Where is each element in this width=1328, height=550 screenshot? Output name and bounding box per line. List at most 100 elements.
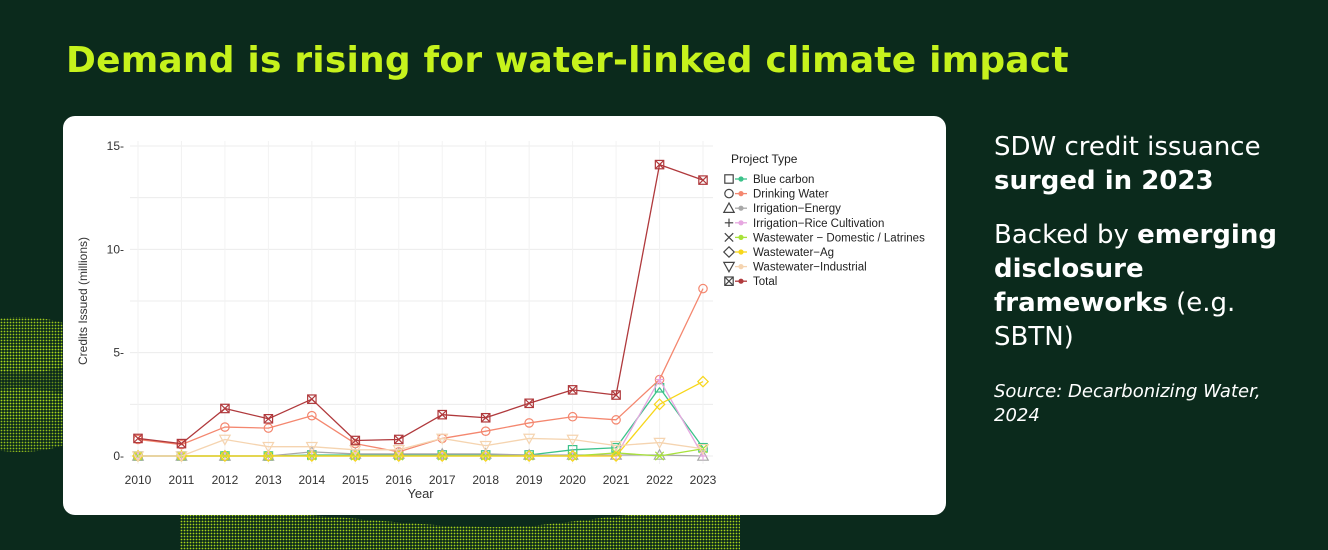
data-point-total [611,390,621,400]
legend-swatch-dot-wastewater-domestic-latrines [738,234,744,240]
legend-marker-wastewater-industrial-shape [722,261,736,274]
data-point-wastewater-ag [218,449,231,463]
data-point-total-shape [263,414,274,424]
legend-marker-wastewater-domestic-latrines [724,232,734,243]
data-point-wastewater-ag-shape [479,449,492,463]
data-point-total-shape [220,403,230,414]
data-point-irrigation-energy-shape [653,448,666,460]
legend-marker-drinking-water-shape [724,188,734,199]
data-point-wastewater-industrial-shape [131,451,145,463]
data-point-drinking-water [698,283,708,294]
legend-label-wastewater-industrial: Wastewater−Industrial [753,262,867,274]
chart-card: 0- 5- 10- 15- 2010 2011 2012 2013 2014 2015 2016 20… [63,116,946,515]
data-point-wastewater-ag-shape [305,449,318,463]
data-point-drinking-water [524,418,534,428]
data-point-total-shape [133,433,143,444]
data-point-total [524,398,534,409]
x-tick-label: 2015 [342,473,369,487]
legend-marker-wastewater-ag-shape [722,245,736,259]
y-tick-label: 10- [107,242,124,256]
data-point-drinking-water-shape [611,415,621,425]
legend-marker-drinking-water [724,188,734,199]
x-tick-label: 2013 [255,473,282,487]
x-tick-label: 2011 [169,473,195,487]
data-point-wastewater-industrial-shape [175,451,188,463]
legend-swatch-dot-irrigation-energy [738,205,744,211]
data-point-wastewater-ag-shape [523,449,536,463]
data-point-wastewater-ag-shape [566,449,579,463]
legend-marker-irrigation-energy [722,201,736,214]
data-point-wastewater-ag [349,449,362,463]
data-point-total-shape [307,394,317,404]
data-point-wastewater-ag [392,449,405,463]
data-point-wastewater-industrial-shape [436,433,449,445]
data-point-wastewater-industrial-shape [392,445,405,457]
series-line-wastewater-industrial [138,437,704,457]
x-tick-label: 2019 [516,473,543,487]
legend-marker-wastewater-ag [722,245,736,259]
legend-label-wastewater-domestic-latrines: Wastewater − Domestic / Latrines [753,232,925,244]
data-point-wastewater-domestic-latrines-shape [654,451,665,461]
highlight-text-1-bold: surged in 2023 [994,166,1214,196]
data-point-total-shape [524,398,534,408]
highlight-text-2: Backed by emerging disclosure frameworks… [994,218,1294,354]
x-tick-label: 2012 [212,473,239,487]
highlight-text-2-bold: emerging disclosure frameworks [994,220,1277,318]
legend-label-blue-carbon: Blue carbon [753,174,814,186]
data-point-total [220,403,230,414]
data-point-wastewater-industrial [653,437,666,450]
y-tick-label: 15- [107,139,124,153]
data-point-wastewater-ag [610,449,623,463]
data-point-total [263,414,274,424]
data-point-total [307,394,317,404]
data-point-wastewater-industrial [131,451,145,463]
x-tick-label: 2014 [298,473,325,487]
highlight-text-1: SDW credit issuance surged in 2023 [994,130,1294,198]
x-tick-label: 2021 [603,473,630,487]
data-point-total-shape [567,385,578,395]
data-point-total-shape [437,410,447,420]
series-line-wastewater-ag [138,381,704,457]
data-point-total [350,435,361,446]
data-point-total-shape [524,398,534,409]
legend-swatch-dot-blue-carbon [738,176,744,182]
data-point-wastewater-ag [566,449,579,463]
data-point-drinking-water-shape [524,418,534,428]
legend-label-irrigation-energy: Irrigation−Energy [753,203,841,215]
data-point-drinking-water [220,422,230,432]
legend-marker-wastewater-industrial [722,261,736,274]
legend-marker-irrigation-rice-cultivation [724,218,734,227]
legend-label-wastewater-ag: Wastewater−Ag [753,247,834,259]
legend-title: Project Type [731,152,798,166]
data-point-total [698,175,708,185]
data-point-total-shape [698,175,708,185]
legend-swatch-dot-irrigation-rice-cultivation [738,220,744,226]
data-point-drinking-water-shape [567,411,578,422]
data-point-wastewater-industrial-shape [218,434,232,446]
data-point-total-shape [176,438,187,449]
data-point-wastewater-ag-shape [218,449,231,463]
data-point-total [133,433,143,444]
data-point-wastewater-domestic-latrines [654,451,665,461]
data-point-wastewater-industrial-shape [566,434,579,446]
x-tick-label: 2010 [125,473,152,487]
y-axis-title: Credits Issued (millions) [76,237,90,365]
highlight-text-2-tail: (e.g. SBTN) [994,288,1236,352]
legend-marker-total-shape [724,276,734,286]
data-point-wastewater-ag-shape [610,449,623,463]
data-point-wastewater-industrial-shape [653,437,666,450]
legend-marker-irrigation-energy-shape [722,201,736,214]
legend-marker-total [724,276,734,286]
data-point-total-shape [481,413,491,423]
data-point-total-shape [698,175,708,185]
data-point-wastewater-industrial [305,441,319,454]
data-point-drinking-water-shape [307,410,317,421]
series-line-total [137,163,704,445]
side-panel: SDW credit issuance surged in 2023 Backe… [994,130,1294,428]
source-note: Source: Decarbonizing Water, 2024 [994,381,1261,426]
data-point-total [176,438,187,449]
series-line-drinking-water [137,288,704,453]
data-point-wastewater-industrial [436,433,449,445]
data-point-drinking-water [307,410,317,421]
legend-swatch-dot-wastewater-industrial [738,264,744,270]
